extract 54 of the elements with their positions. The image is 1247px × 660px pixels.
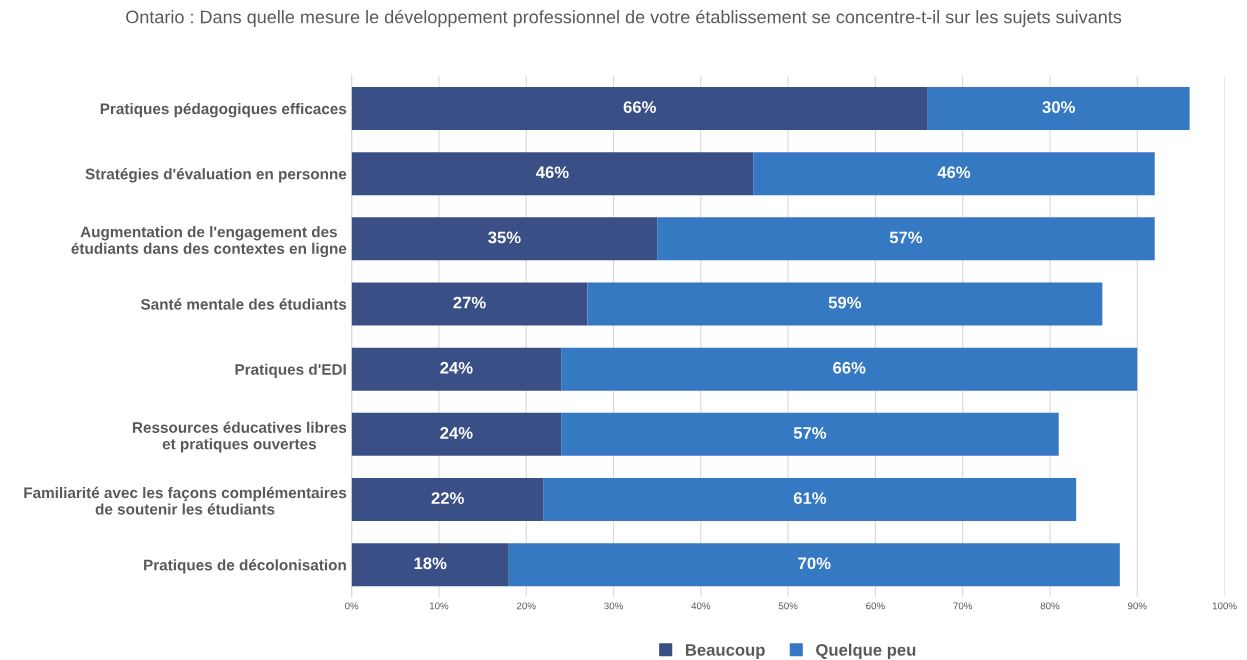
- data-label: 66%: [623, 101, 656, 113]
- bar: [657, 217, 1155, 261]
- x-tick-label: 60%: [866, 602, 885, 610]
- data-label: 24%: [440, 427, 473, 439]
- bar: [351, 543, 509, 587]
- legend-label: Quelque peu: [816, 643, 916, 660]
- x-tick-label: 30%: [604, 602, 623, 610]
- bar: [543, 478, 1077, 522]
- x-tick-label: 90%: [1127, 602, 1147, 610]
- bar: [351, 478, 544, 522]
- data-label: 57%: [793, 427, 827, 439]
- y-tick-label: Familiarité avec les façons complémentaires de soutenir les étudiants: [24, 486, 347, 515]
- data-label: 59%: [828, 296, 862, 309]
- x-tick-label: 50%: [778, 602, 798, 610]
- y-tick-label: Pratiques de décolonisation: [144, 559, 346, 574]
- bar: [753, 152, 1155, 196]
- bar: [508, 543, 1120, 587]
- x-tick-label: 80%: [1040, 602, 1060, 610]
- bar: [351, 412, 562, 456]
- bar: [927, 86, 1190, 130]
- y-tick-label: Santé mentale des étudiants: [140, 298, 347, 310]
- y-tick-label: Pratiques pédagogiques efficaces: [100, 102, 347, 118]
- data-label: 66%: [833, 361, 866, 374]
- data-label: 35%: [488, 231, 521, 244]
- legend-label: Beaucoup: [685, 644, 765, 660]
- x-tick-label: 20%: [516, 602, 536, 610]
- data-label: 18%: [414, 557, 447, 570]
- y-tick-label: Stratégies d'évaluation en personne: [85, 168, 347, 183]
- data-label: 46%: [536, 166, 569, 179]
- data-label: 70%: [798, 557, 831, 570]
- chart-title: Ontario : Dans quelle mesure le développement professionnel de votre établissement se concentre-t-il sur les sujets suivants: [126, 9, 1122, 27]
- x-tick-label: 70%: [953, 602, 973, 610]
- bar: [351, 86, 928, 130]
- bar: [561, 412, 1059, 456]
- bar: [561, 347, 1138, 391]
- x-tick-label: 40%: [691, 602, 711, 610]
- data-label: 46%: [937, 166, 971, 179]
- data-label: 27%: [453, 296, 486, 309]
- data-label: 22%: [431, 492, 464, 504]
- bar: [351, 282, 588, 326]
- bar: [351, 217, 658, 261]
- y-tick-label: Ressources éducatives libres et pratiques ouvertes: [132, 421, 347, 453]
- data-label: 57%: [889, 231, 923, 244]
- data-label: 30%: [1042, 101, 1075, 113]
- bar: [351, 347, 562, 391]
- y-tick-label: Augmentation de l'engagement des étudiants dans des contextes en ligne: [71, 226, 347, 258]
- x-tick-label: 100%: [1212, 602, 1237, 610]
- x-tick-label: 0%: [345, 602, 359, 610]
- y-tick-label: Pratiques d'EDI: [235, 363, 346, 378]
- data-label: 24%: [440, 361, 473, 374]
- x-tick-label: 10%: [429, 602, 449, 610]
- bar: [587, 282, 1103, 326]
- bar: [351, 152, 754, 196]
- data-label: 61%: [793, 492, 827, 505]
